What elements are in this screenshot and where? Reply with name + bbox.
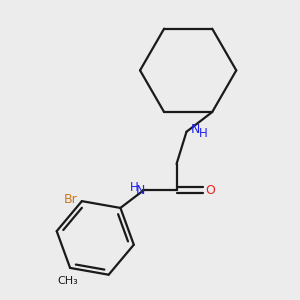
Text: H: H xyxy=(129,181,138,194)
Text: H: H xyxy=(198,127,207,140)
Text: O: O xyxy=(206,184,216,197)
Text: N: N xyxy=(190,123,200,136)
Text: Br: Br xyxy=(64,193,77,206)
Text: CH₃: CH₃ xyxy=(57,276,78,286)
Text: N: N xyxy=(136,184,146,197)
